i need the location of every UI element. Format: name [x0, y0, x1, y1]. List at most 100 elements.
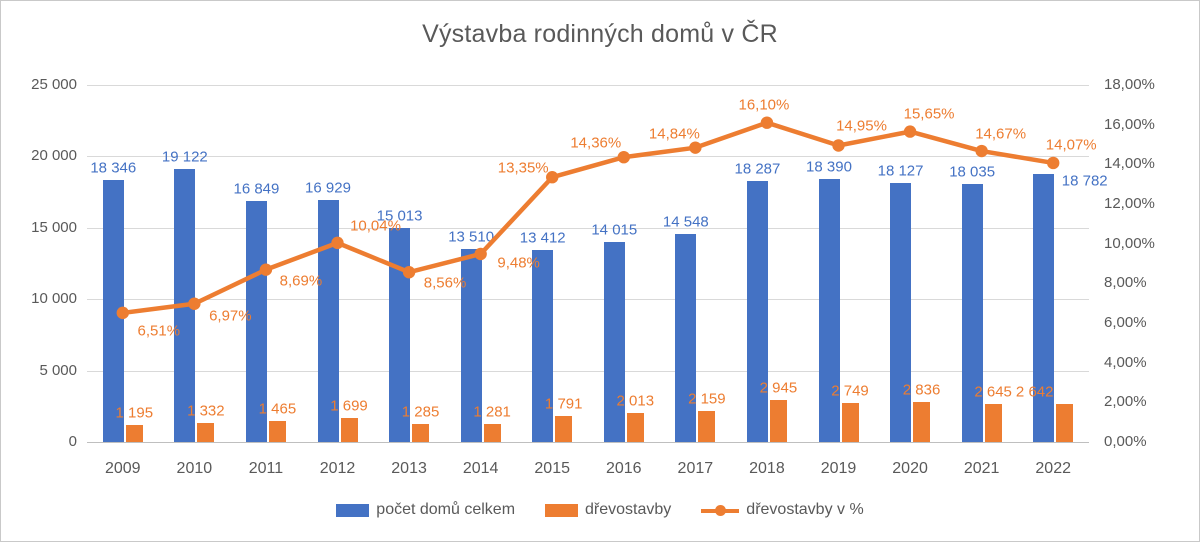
legend-line-marker-icon	[715, 504, 727, 516]
bar-value-label-wooden: 1 281	[473, 403, 511, 421]
bar-value-label-total: 18 035	[949, 163, 996, 181]
line-point-marker	[903, 125, 917, 138]
right-axis-tick: 14,00%	[1104, 155, 1155, 173]
right-axis-tick: 10,00%	[1104, 234, 1155, 252]
x-axis-category-label: 2020	[892, 460, 928, 477]
x-axis-category-label: 2013	[391, 460, 427, 477]
bar-wooden-houses	[197, 422, 215, 442]
legend-label-total-houses: počet domů celkem	[376, 501, 516, 518]
line-point-marker	[832, 139, 845, 152]
line-point-marker	[1047, 156, 1060, 170]
x-axis-category-label: 2010	[176, 460, 213, 477]
bar-total-houses	[818, 179, 840, 442]
bar-value-label-wooden: 2 642	[1015, 383, 1054, 401]
line-value-label: 13,35%	[497, 159, 549, 177]
bar-total-houses	[961, 184, 983, 442]
right-axis-tick: 0,00%	[1104, 433, 1147, 450]
line-value-label: 9,48%	[497, 254, 540, 272]
bar-value-label-wooden: 2 836	[902, 381, 941, 398]
left-axis-tick: 0	[68, 433, 77, 450]
line-value-label: 14,67%	[975, 125, 1027, 143]
line-value-label: 6,97%	[209, 307, 252, 325]
line-value-label: 14,36%	[570, 134, 622, 152]
left-axis-tick: 5 000	[39, 361, 77, 379]
bar-wooden-houses	[1056, 404, 1074, 442]
x-axis-category-label: 2022	[1035, 460, 1071, 477]
bar-value-label-wooden: 2 159	[688, 390, 726, 408]
bar-wooden-houses	[555, 416, 573, 442]
bar-wooden-houses	[412, 423, 430, 442]
line-value-label: 16,10%	[738, 96, 790, 114]
bar-value-label-total: 16 849	[233, 180, 280, 198]
x-axis-category-label: 2016	[605, 460, 642, 477]
bar-wooden-houses	[913, 401, 931, 442]
bar-wooden-houses	[984, 404, 1002, 442]
bar-value-label-wooden: 2 749	[831, 382, 869, 400]
line-value-label: 14,95%	[836, 117, 887, 135]
bar-total-houses	[890, 183, 912, 442]
x-axis-category-label: 2021	[963, 460, 1000, 477]
bar-value-label-total: 18 287	[734, 160, 781, 178]
x-axis-category-label: 2015	[534, 460, 570, 477]
bar-value-label-total: 18 782	[1061, 172, 1108, 190]
bar-value-label-wooden: 2 645	[974, 383, 1012, 401]
line-value-label: 15,65%	[903, 105, 955, 123]
bar-value-label-wooden: 1 195	[115, 404, 154, 422]
bar-value-label-wooden: 1 791	[544, 395, 583, 413]
chart-title: Výstavba rodinných domů v ČR	[422, 20, 778, 48]
bar-total-houses	[746, 180, 768, 442]
legend-label-wooden-percent: dřevostavby v %	[746, 501, 864, 518]
x-axis-category-label: 2012	[319, 460, 356, 477]
bar-wooden-houses	[125, 424, 143, 442]
x-axis-category-label: 2009	[104, 460, 141, 477]
bar-wooden-houses	[769, 399, 787, 442]
bar-total-houses	[174, 168, 196, 442]
line-point-marker	[689, 141, 702, 154]
bar-wooden-houses	[698, 411, 716, 442]
left-axis-tick: 20 000	[31, 147, 77, 165]
bar-total-houses	[1033, 173, 1055, 442]
right-axis-tick: 16,00%	[1104, 115, 1155, 133]
line-value-label: 8,56%	[423, 274, 467, 292]
legend-item-wooden-percent: dřevostavby v %	[701, 501, 864, 519]
bar-value-label-total: 14 015	[591, 221, 638, 239]
legend: počet domů celkem dřevostavby dřevostavb…	[1, 501, 1199, 519]
bar-value-label-total: 13 510	[448, 228, 495, 246]
legend-item-total-houses: počet domů celkem	[336, 501, 515, 519]
gridline	[87, 370, 1089, 372]
bar-value-label-total: 18 127	[877, 162, 924, 180]
gridline	[87, 299, 1089, 301]
bar-value-label-wooden: 1 332	[187, 402, 225, 420]
legend-swatch-total-houses	[336, 503, 370, 517]
legend-swatch-wooden-houses	[545, 503, 579, 517]
line-value-label: 10,04%	[350, 217, 401, 235]
line-value-label: 14,84%	[648, 125, 700, 143]
bar-total-houses	[102, 180, 124, 442]
left-axis-tick: 10 000	[31, 290, 77, 308]
right-axis-tick: 12,00%	[1104, 195, 1155, 212]
legend-label-wooden-houses: dřevostavby	[585, 501, 672, 518]
right-axis-tick: 2,00%	[1104, 393, 1147, 411]
bar-total-houses	[603, 241, 625, 442]
line-point-marker	[760, 116, 774, 129]
left-axis-tick: 25 000	[31, 76, 77, 93]
bar-wooden-houses	[841, 402, 859, 442]
right-axis-tick: 18,00%	[1104, 76, 1155, 93]
right-axis-tick: 8,00%	[1104, 274, 1147, 292]
bar-wooden-houses	[268, 421, 286, 442]
right-axis-tick: 4,00%	[1104, 353, 1147, 371]
bar-total-houses	[532, 250, 554, 442]
bar-wooden-houses	[483, 423, 501, 442]
bar-wooden-houses	[340, 417, 358, 442]
bar-value-label-total: 13 412	[519, 229, 566, 247]
bar-value-label-total: 18 346	[90, 159, 137, 177]
bar-wooden-houses	[626, 413, 644, 442]
bar-value-label-wooden: 1 465	[258, 400, 297, 418]
line-point-marker	[975, 144, 988, 158]
bar-value-label-total: 14 548	[662, 213, 709, 231]
bar-value-label-wooden: 2 945	[759, 379, 798, 397]
bar-total-houses	[675, 234, 697, 442]
left-axis-tick: 15 000	[31, 218, 77, 236]
